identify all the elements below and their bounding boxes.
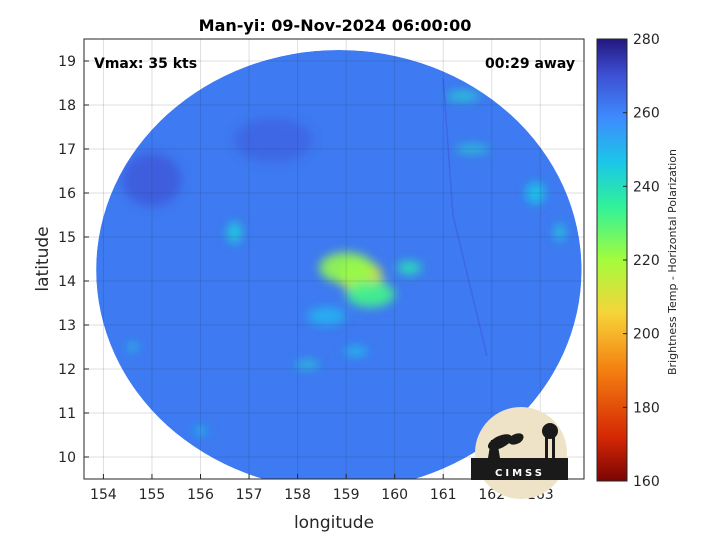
logo-base	[471, 458, 568, 480]
colorbar-tick-label: 280	[633, 32, 660, 48]
x-tick-label: 159	[333, 487, 360, 503]
x-axis-label: longitude	[294, 513, 374, 533]
logo-text: CIMSS	[495, 468, 545, 479]
tb-feature	[455, 145, 490, 153]
y-tick-label: 19	[58, 54, 76, 70]
colorbar-label: Brightness Temp - Horizontal Polarizatio…	[666, 149, 679, 375]
x-tick-label: 158	[284, 487, 311, 503]
colorbar-tick-label: 180	[633, 400, 660, 416]
logo-dish-small	[508, 433, 524, 445]
colorbar: 160 180 200 220 240 260 280 Brightness Temp - …	[596, 32, 679, 490]
tb-feature	[122, 153, 182, 207]
colorbar-tick-label: 240	[633, 179, 660, 195]
x-tick-label: 154	[90, 487, 117, 503]
y-tick-label: 15	[58, 230, 76, 246]
y-tick-label: 10	[58, 450, 76, 466]
tb-feature	[193, 427, 208, 435]
x-tick-label: 161	[430, 487, 457, 503]
time-away-annotation: 00:29 away	[485, 56, 575, 72]
brightness-features	[122, 91, 565, 435]
y-tick-label: 12	[58, 362, 76, 378]
x-tick-label: 160	[381, 487, 408, 503]
colorbar-tick-label: 200	[633, 327, 660, 343]
tb-feature	[319, 252, 373, 284]
axes-box	[83, 38, 585, 480]
tb-feature	[227, 221, 242, 244]
scan-edge	[442, 78, 488, 356]
tb-feature	[307, 307, 347, 326]
colorbar-ticks: 160 180 200 220 240 260 280	[623, 32, 660, 490]
tb-feature	[554, 223, 565, 242]
map-axes: 154 155 156 157 158 159 160 161 162 163 101112131…	[58, 38, 585, 503]
colorbar-gradient	[597, 39, 627, 481]
x-tick-label: 155	[139, 487, 166, 503]
tb-feature	[445, 91, 480, 101]
logo-tower-leg	[545, 437, 548, 459]
y-axis-label: latitude	[33, 226, 53, 291]
chart-title: Man-yi: 09-Nov-2024 06:00:00	[199, 16, 472, 35]
tb-feature	[343, 347, 368, 356]
y-tick-label: 18	[58, 98, 76, 114]
grid	[84, 39, 584, 479]
y-tick-label: 13	[58, 318, 76, 334]
tb-feature	[126, 343, 139, 351]
tb-feature	[397, 261, 422, 275]
x-tick-label: 157	[236, 487, 263, 503]
logo-dish-left	[487, 434, 513, 450]
tb-feature	[525, 182, 546, 204]
y-ticks: 10 11 12 13 14 15 16 17 18 19	[58, 54, 89, 466]
cimss-logo: CIMSS	[471, 407, 568, 499]
colorbar-tick-label: 260	[633, 106, 660, 122]
colorbar-tick-label: 220	[633, 253, 660, 269]
x-tick-label: 156	[187, 487, 214, 503]
tb-feature	[234, 118, 313, 163]
y-tick-label: 17	[58, 142, 76, 158]
colorbar-tick-label: 160	[633, 474, 660, 490]
tb-feature	[295, 361, 320, 369]
y-tick-label: 16	[58, 186, 76, 202]
vmax-annotation: Vmax: 35 kts	[94, 56, 197, 72]
y-tick-label: 11	[58, 406, 76, 422]
logo-tower-leg	[552, 437, 555, 459]
tb-feature	[346, 281, 395, 308]
y-tick-label: 14	[58, 274, 76, 290]
logo-water-tower	[542, 423, 558, 439]
